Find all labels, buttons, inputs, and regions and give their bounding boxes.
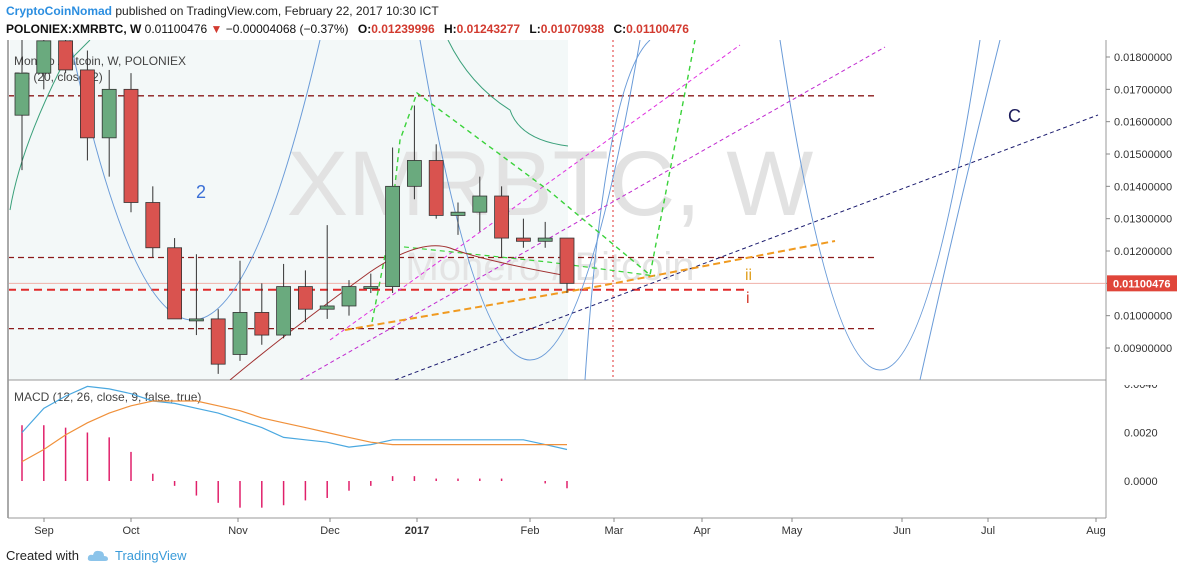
candle-body: [363, 286, 379, 289]
wave-curve: [919, 40, 1001, 380]
price-change: −0.00004068 (−0.37%): [225, 22, 349, 36]
tradingview-link[interactable]: TradingView: [87, 548, 187, 563]
candle-body: [145, 202, 161, 249]
time-tick-label: Feb: [521, 525, 540, 537]
candle-body: [58, 40, 73, 71]
candle-body: [36, 40, 52, 74]
candle-body: [516, 237, 531, 242]
high-value: 0.01243277: [456, 22, 521, 36]
candle-body: [167, 247, 183, 320]
symbol-name[interactable]: POLONIEX:XMRBTC, W: [6, 22, 142, 36]
price-tick-label: 0.01300000: [1114, 214, 1172, 226]
price-tick-label: 0.01500000: [1114, 149, 1172, 161]
candle-body: [385, 185, 401, 287]
bb-basis: [229, 245, 569, 380]
down-arrow-icon: ▼: [210, 22, 223, 36]
time-tick-label: Jul: [981, 525, 995, 537]
candle-body: [210, 318, 226, 365]
wave-curve: [779, 40, 981, 371]
candle-body: [101, 88, 117, 139]
time-tick-label: Aug: [1086, 525, 1106, 537]
candle-body: [428, 160, 444, 216]
last-price-tag: [1107, 275, 1177, 292]
candle-body: [232, 312, 248, 355]
last-price-tag-label: 0.01100476: [1113, 278, 1171, 290]
wave-label-ii: ii: [745, 267, 752, 284]
time-tick-label: May: [782, 525, 803, 537]
macd-tick-label: 0.0000: [1124, 476, 1158, 488]
price-tick-label: 0.01200000: [1114, 246, 1172, 258]
close-label: C:: [613, 22, 627, 36]
close-value: 0.01100476: [626, 22, 689, 36]
trendline-magenta-1: [299, 46, 886, 380]
candle-body: [276, 286, 292, 336]
high-label: H:: [443, 22, 457, 36]
candle-body: [319, 305, 335, 310]
projection-green-2: [394, 245, 656, 277]
publish-line: CryptoCoinNomad published on TradingView…: [6, 4, 439, 18]
tradingview-label: TradingView: [114, 548, 187, 563]
price-tick-label: 0.00900000: [1114, 343, 1172, 355]
wave-curve: [419, 40, 641, 361]
price-tick-label: 0.01400000: [1114, 181, 1172, 193]
candle-body: [494, 195, 510, 239]
trendline-orange: [344, 240, 836, 331]
macd-tick-label: 0.0020: [1124, 428, 1158, 440]
open-value: 0.01239996: [371, 22, 435, 36]
symbol-line: POLONIEX:XMRBTC, W 0.01100476 ▼ −0.00004…: [6, 22, 689, 36]
low-value: 0.01070938: [540, 22, 605, 36]
price-tick-label: 0.01600000: [1114, 117, 1172, 129]
publish-info: published on TradingView.com, February 2…: [115, 4, 439, 18]
time-tick-label: Oct: [122, 525, 139, 537]
watermark-main: XMRBTC, W: [287, 133, 814, 235]
created-with-text: Created with: [6, 548, 79, 563]
wave-curve: [584, 40, 651, 380]
candle-body: [188, 318, 204, 322]
macd-legend[interactable]: MACD (12, 26, close, 9, false, true): [14, 390, 201, 404]
time-tick-label: Nov: [228, 525, 248, 537]
candle-body: [341, 286, 357, 307]
pane-gap: [1107, 377, 1177, 385]
wave-label-c: C: [1008, 106, 1021, 126]
time-tick-label: 2017: [405, 525, 429, 537]
trendline-magenta-2: [329, 44, 741, 341]
tradingview-cloud-icon: [87, 550, 108, 561]
author-link[interactable]: CryptoCoinNomad: [6, 4, 112, 18]
candle-body: [450, 211, 466, 216]
price-tick-label: 0.01800000: [1114, 52, 1172, 64]
footer: Created with TradingView: [6, 548, 187, 563]
candle-body: [80, 69, 95, 139]
time-tick-label: Sep: [34, 525, 54, 537]
time-tick-label: Mar: [605, 525, 624, 537]
price-tick-label: 0.01700000: [1114, 84, 1172, 96]
candle-body: [123, 88, 139, 203]
wave-label-i: i: [746, 290, 750, 307]
macd-line: [21, 385, 568, 451]
time-tick-label: Dec: [320, 525, 340, 537]
candle-body: [406, 160, 422, 187]
macd-signal-line: [21, 400, 567, 463]
pair-legend[interactable]: Monero / Bitcoin, W, POLONIEX: [14, 54, 186, 68]
candle-body: [472, 195, 488, 213]
time-tick-label: Jun: [893, 525, 911, 537]
candle-body: [254, 312, 270, 336]
low-label: L:: [529, 22, 541, 36]
candle-body: [537, 237, 553, 242]
wave-label-2: 2: [196, 182, 206, 202]
last-price: 0.01100476: [144, 22, 208, 36]
candle-body: [297, 286, 313, 310]
time-tick-label: Apr: [693, 525, 710, 537]
bb-upper-right: [447, 40, 569, 147]
candle-body: [14, 72, 30, 116]
open-label: O:: [357, 22, 372, 36]
candle-body: [559, 237, 575, 284]
trendline-navy: [394, 114, 1099, 380]
bb-upper-left: [9, 40, 91, 211]
price-tick-label: 0.01000000: [1114, 311, 1172, 323]
